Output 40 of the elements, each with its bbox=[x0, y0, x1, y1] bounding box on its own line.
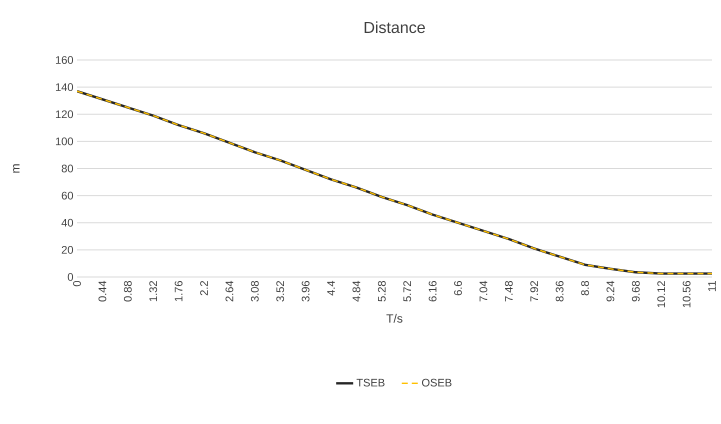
x-tick-label: 7.04 bbox=[480, 280, 488, 302]
x-tick-label: 11 bbox=[708, 281, 716, 292]
x-tick-label: 9.68 bbox=[632, 281, 640, 302]
x-tick-label: 6.6 bbox=[454, 280, 462, 296]
y-tick-label: 140 bbox=[56, 83, 74, 92]
x-tick-label: 1.32 bbox=[149, 281, 158, 302]
x-tick-label: 1.76 bbox=[174, 281, 182, 302]
y-tick-label: 40 bbox=[61, 218, 74, 227]
x-tick-label: 6.16 bbox=[428, 281, 436, 302]
legend-label: TSEB bbox=[356, 378, 385, 387]
x-tick-label: 4.84 bbox=[352, 280, 360, 302]
x-tick-label: 9.24 bbox=[606, 280, 614, 302]
legend-label: OSEB bbox=[422, 378, 452, 387]
x-tick-label: 5.28 bbox=[378, 281, 386, 302]
x-tick-label: 0.44 bbox=[98, 280, 106, 302]
y-tick-label: 20 bbox=[62, 246, 74, 254]
y-tick-label: 80 bbox=[62, 164, 74, 172]
x-tick-label: 8.36 bbox=[556, 281, 564, 302]
x-tick-label: 2.2 bbox=[200, 281, 208, 296]
y-tick-label: 60 bbox=[62, 192, 74, 200]
x-tick-label: 10.56 bbox=[682, 281, 690, 308]
x-tick-label: 0 bbox=[73, 280, 81, 286]
x-tick-label: 7.48 bbox=[504, 281, 513, 302]
x-tick-label: 5.72 bbox=[403, 281, 412, 302]
x-tick-label: 4.4 bbox=[327, 280, 335, 296]
y-axis-title: m bbox=[13, 164, 20, 173]
x-tick-label: 3.08 bbox=[250, 281, 259, 302]
x-tick-label: 2.64 bbox=[226, 280, 234, 302]
x-tick-label: 3.96 bbox=[302, 281, 310, 302]
x-tick-label: 8.8 bbox=[581, 280, 589, 296]
x-axis-title: T/s bbox=[386, 314, 402, 323]
x-tick-label: 0.88 bbox=[124, 281, 132, 302]
x-tick-label: 3.52 bbox=[276, 281, 284, 302]
x-tick-label: 10.12 bbox=[657, 281, 666, 308]
y-tick-label: 160 bbox=[56, 56, 74, 64]
y-tick-label: 120 bbox=[56, 110, 74, 118]
y-tick-label: 0 bbox=[68, 273, 74, 281]
y-tick-label: 100 bbox=[56, 137, 74, 146]
chart-title: Distance bbox=[364, 21, 425, 34]
x-tick-label: 7.92 bbox=[530, 281, 538, 302]
